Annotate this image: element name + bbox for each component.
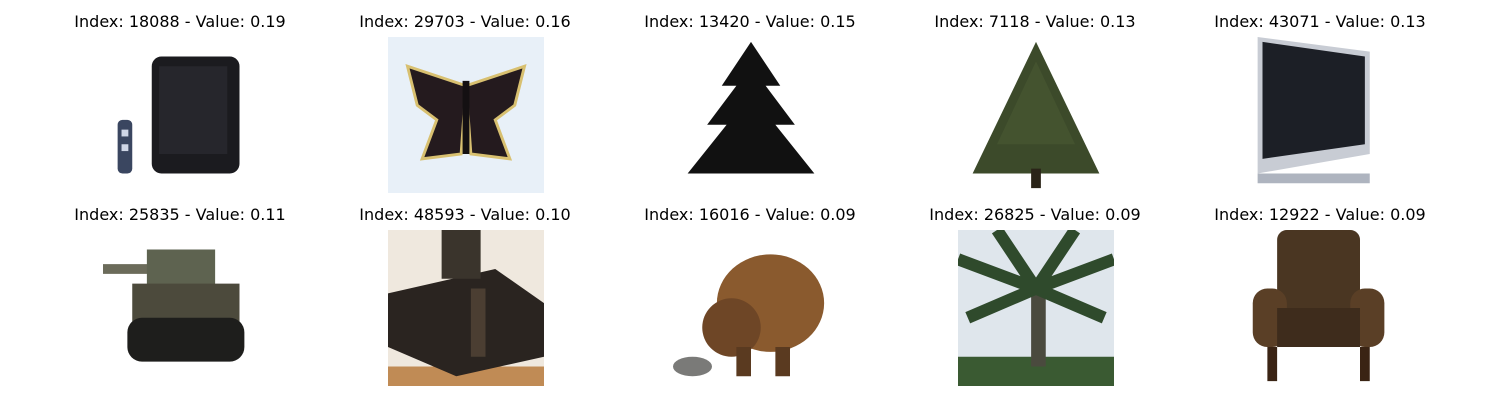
television-with-remote-image [103, 37, 259, 193]
tile-title: Index: 12922 - Value: 0.09 [1214, 205, 1426, 224]
armored-vehicle-image [388, 230, 544, 386]
dark-pine-tree-image [673, 37, 829, 193]
image-tile-5: Index: 25835 - Value: 0.11 [30, 193, 330, 386]
tile-title: Index: 29703 - Value: 0.16 [359, 12, 571, 31]
armchair-image [1243, 230, 1399, 386]
image-tile-9: Index: 12922 - Value: 0.09 [1170, 193, 1470, 386]
brown-animal-image [673, 230, 829, 386]
image-tile-4: Index: 43071 - Value: 0.13 [1170, 0, 1470, 193]
tank-image [103, 230, 259, 386]
palm-tree-image [958, 230, 1114, 386]
image-tile-1: Index: 29703 - Value: 0.16 [315, 0, 615, 193]
flat-screen-tv-image [1243, 37, 1399, 193]
tile-title: Index: 13420 - Value: 0.15 [644, 12, 856, 31]
tile-title: Index: 16016 - Value: 0.09 [644, 205, 856, 224]
image-tile-7: Index: 16016 - Value: 0.09 [600, 193, 900, 386]
tile-title: Index: 25835 - Value: 0.11 [74, 205, 286, 224]
tile-title: Index: 48593 - Value: 0.10 [359, 205, 571, 224]
tile-title: Index: 43071 - Value: 0.13 [1214, 12, 1426, 31]
tile-title: Index: 7118 - Value: 0.13 [934, 12, 1136, 31]
green-pine-tree-image [958, 37, 1114, 193]
image-tile-2: Index: 13420 - Value: 0.15 [600, 0, 900, 193]
tile-title: Index: 18088 - Value: 0.19 [74, 12, 286, 31]
tile-title: Index: 26825 - Value: 0.09 [929, 205, 1141, 224]
butterfly-image [388, 37, 544, 193]
image-tile-6: Index: 48593 - Value: 0.10 [315, 193, 615, 386]
image-tile-0: Index: 18088 - Value: 0.19 [30, 0, 330, 193]
image-tile-3: Index: 7118 - Value: 0.13 [885, 0, 1185, 193]
image-tile-8: Index: 26825 - Value: 0.09 [885, 193, 1185, 386]
